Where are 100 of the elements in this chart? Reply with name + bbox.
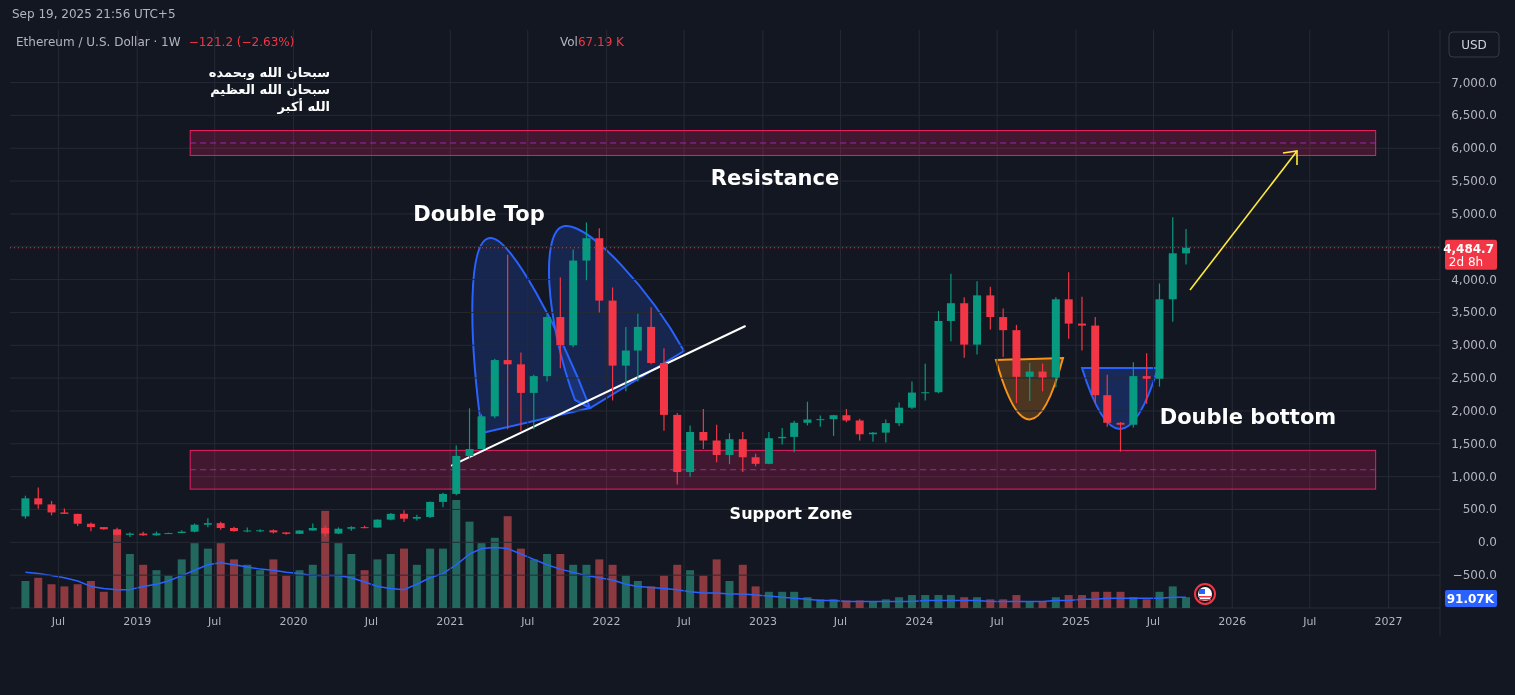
candlestick <box>725 432 734 465</box>
candlestick <box>738 431 747 473</box>
x-tick-label: 2021 <box>436 615 465 628</box>
bar <box>426 548 435 608</box>
bar <box>608 564 617 608</box>
bar <box>47 584 56 608</box>
bar <box>21 581 30 608</box>
bar <box>125 554 134 608</box>
chart-subtitle: −121.2 (−2.63%) <box>188 35 295 49</box>
bar <box>921 595 930 608</box>
x-tick-label: 2027 <box>1374 615 1403 628</box>
text: 91.07K <box>1446 592 1495 606</box>
candlestick <box>999 307 1008 358</box>
bar <box>543 554 552 608</box>
y-tick-label: 3,500.0 <box>1451 305 1497 320</box>
y-tick-label: 0.0 <box>1477 535 1497 550</box>
bar <box>647 586 656 608</box>
bar <box>438 548 447 608</box>
bar <box>556 554 565 608</box>
bar <box>60 586 69 608</box>
chart-subtitle: 67.19 K <box>577 35 626 49</box>
bar <box>725 581 734 608</box>
band-label: Support Zone <box>729 504 853 524</box>
candlestick <box>790 420 799 453</box>
bar <box>386 554 395 608</box>
bar <box>73 584 82 608</box>
bar <box>1064 595 1073 608</box>
candlestick <box>803 401 812 426</box>
bar <box>400 548 409 608</box>
bar <box>216 543 225 608</box>
bar <box>751 586 760 608</box>
candlestick <box>582 221 591 281</box>
bar <box>99 591 108 608</box>
candlestick <box>699 408 708 450</box>
y-tick-label: 3,000.0 <box>1451 338 1497 353</box>
candlestick <box>907 380 916 410</box>
y-tick-label: 2,000.0 <box>1451 403 1497 418</box>
x-tick-label: Jul <box>832 615 848 628</box>
y-tick-label: 7,000.0 <box>1451 75 1497 90</box>
currency-button: USD <box>1448 31 1500 58</box>
candlestick <box>712 424 721 463</box>
candlestick <box>921 363 930 402</box>
bar <box>1116 591 1125 608</box>
x-tick-label: Jul <box>363 615 379 628</box>
bar <box>334 543 343 608</box>
bar <box>686 570 695 608</box>
y-tick-label: 2,500.0 <box>1451 371 1497 386</box>
candlestick <box>633 313 642 382</box>
bar <box>1129 597 1138 608</box>
x-tick-label: 2023 <box>748 615 777 628</box>
bar <box>164 575 173 608</box>
x-tick-label: 2025 <box>1061 615 1090 628</box>
candlestick <box>946 273 955 342</box>
x-tick-label: 2020 <box>279 615 308 628</box>
text: 2d 8h <box>1448 254 1484 269</box>
bar <box>86 581 95 608</box>
bar <box>960 597 969 608</box>
bar <box>295 570 304 608</box>
candlestick <box>1077 296 1086 352</box>
y-tick-label: 4,000.0 <box>1451 272 1497 287</box>
y-tick-label: 1,000.0 <box>1451 469 1497 484</box>
x-tick-label: Jul <box>989 615 1004 628</box>
candlestick <box>203 517 212 528</box>
bar <box>412 564 421 608</box>
bar <box>203 548 212 608</box>
bar <box>347 554 356 608</box>
candlestick <box>34 486 43 510</box>
bar <box>569 564 578 608</box>
y-tick-label: 1,500.0 <box>1451 436 1497 451</box>
bar <box>673 564 682 608</box>
bar <box>1051 597 1060 608</box>
x-tick-label: Jul <box>207 615 222 628</box>
bar <box>621 575 630 608</box>
bar <box>229 559 238 608</box>
bar <box>529 559 538 608</box>
bar <box>1012 595 1021 608</box>
x-tick-label: 2026 <box>1218 615 1247 628</box>
bar <box>321 510 330 608</box>
bar <box>139 564 148 608</box>
chart-title: Ethereum / U.S. Dollar · 1W <box>16 35 181 49</box>
bar <box>946 595 955 608</box>
annotation: Double Top <box>413 202 545 226</box>
bar <box>516 548 525 608</box>
bar <box>973 597 982 608</box>
annotation: سبحان الله وبحمده سبحان الله العظيم الله أكبر <box>208 65 330 114</box>
bar <box>1168 586 1177 608</box>
bar <box>1091 591 1100 608</box>
candlestick <box>1025 362 1034 402</box>
bar <box>308 564 317 608</box>
candlestick <box>465 407 474 460</box>
bar <box>895 597 904 608</box>
bar <box>152 570 161 608</box>
candlestick <box>529 374 538 430</box>
candlestick <box>256 528 265 533</box>
candlestick <box>400 509 409 523</box>
bar <box>477 543 486 608</box>
candlestick <box>621 326 630 392</box>
band-label: Resistance <box>710 166 840 191</box>
bar <box>1103 591 1112 608</box>
x-tick-label: 2024 <box>905 615 934 628</box>
